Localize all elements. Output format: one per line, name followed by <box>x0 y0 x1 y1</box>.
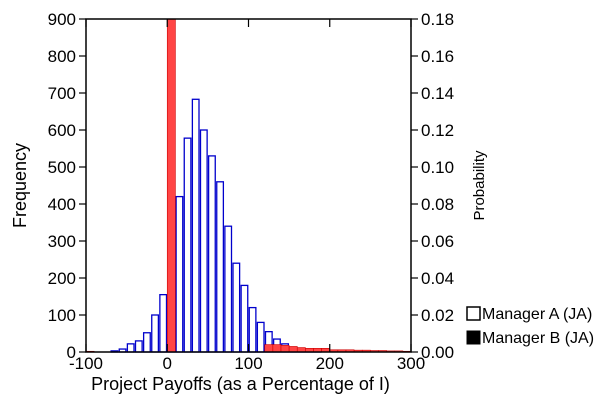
y-tick-label: 100 <box>48 306 76 325</box>
y2-tick-label: 0.18 <box>421 10 454 29</box>
y-tick-label: 600 <box>48 121 76 140</box>
bar-manager-b <box>281 345 289 352</box>
y-tick-label: 300 <box>48 232 76 251</box>
bar-manager-a <box>144 333 151 352</box>
bar-manager-a <box>257 322 264 352</box>
bar-manager-a <box>127 344 134 352</box>
series-manager-a <box>111 99 321 352</box>
x-tick-label: 200 <box>316 354 344 373</box>
legend-label-manager-b: Manager B (JA) <box>482 330 594 347</box>
bar-manager-a <box>152 315 159 352</box>
bar-manager-a <box>184 138 191 352</box>
y-tick-label: 700 <box>48 84 76 103</box>
bar-manager-a <box>136 341 143 352</box>
bar-manager-a <box>233 263 240 352</box>
bar-manager-b <box>289 346 297 352</box>
y-tick-label: 500 <box>48 158 76 177</box>
bar-manager-b <box>265 345 273 352</box>
x-tick-label: 100 <box>234 354 262 373</box>
y2-tick-label: 0.00 <box>421 343 454 362</box>
y2-tick-label: 0.14 <box>421 84 454 103</box>
bar-manager-a <box>217 182 224 352</box>
y2-tick-label: 0.04 <box>421 269 454 288</box>
bar-manager-a <box>209 156 216 352</box>
y-tick-label: 900 <box>48 10 76 29</box>
bar-manager-a <box>176 197 183 352</box>
plot-frame <box>86 19 411 352</box>
x-axis-title: Project Payoffs (as a Percentage of I) <box>91 374 390 394</box>
y-tick-label: 200 <box>48 269 76 288</box>
y-axis-title: Frequency <box>10 143 30 228</box>
y2-tick-label: 0.06 <box>421 232 454 251</box>
legend-swatch-manager-b <box>467 331 480 344</box>
bar-manager-a <box>201 130 208 352</box>
bar-manager-a <box>241 285 248 352</box>
y2-tick-label: 0.02 <box>421 306 454 325</box>
legend-label-manager-a: Manager A (JA) <box>482 306 592 323</box>
bar-manager-a <box>249 308 256 352</box>
y2-tick-label: 0.16 <box>421 47 454 66</box>
legend: Manager A (JA) Manager B (JA) <box>467 306 594 347</box>
y2-axis-title: Probability <box>471 150 488 221</box>
y2-tick-label: 0.12 <box>421 121 454 140</box>
y-tick-label: 0 <box>67 343 76 362</box>
y-tick-label: 400 <box>48 195 76 214</box>
bar-manager-b <box>167 19 175 352</box>
y2-tick-label: 0.08 <box>421 195 454 214</box>
bar-manager-a <box>225 226 232 352</box>
y-tick-label: 800 <box>48 47 76 66</box>
x-tick-label: 0 <box>163 354 172 373</box>
series-manager-b <box>86 19 411 352</box>
bar-manager-b <box>273 345 281 352</box>
bar-manager-a <box>192 99 199 352</box>
bar-manager-a <box>160 295 167 352</box>
y2-tick-label: 0.10 <box>421 158 454 177</box>
legend-swatch-manager-a <box>467 307 480 320</box>
